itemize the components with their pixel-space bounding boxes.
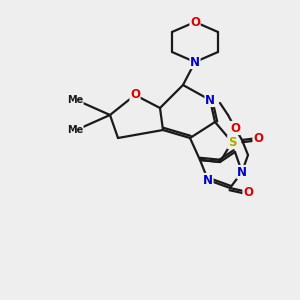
- Text: O: O: [253, 131, 263, 145]
- Text: O: O: [190, 16, 200, 28]
- Text: Me: Me: [67, 125, 83, 135]
- Text: N: N: [190, 56, 200, 68]
- Text: O: O: [230, 122, 240, 134]
- Text: S: S: [228, 136, 236, 148]
- Text: N: N: [205, 94, 215, 106]
- Text: Me: Me: [67, 95, 83, 105]
- Text: O: O: [243, 185, 253, 199]
- Text: O: O: [130, 88, 140, 101]
- Text: N: N: [237, 166, 247, 178]
- Text: N: N: [203, 173, 213, 187]
